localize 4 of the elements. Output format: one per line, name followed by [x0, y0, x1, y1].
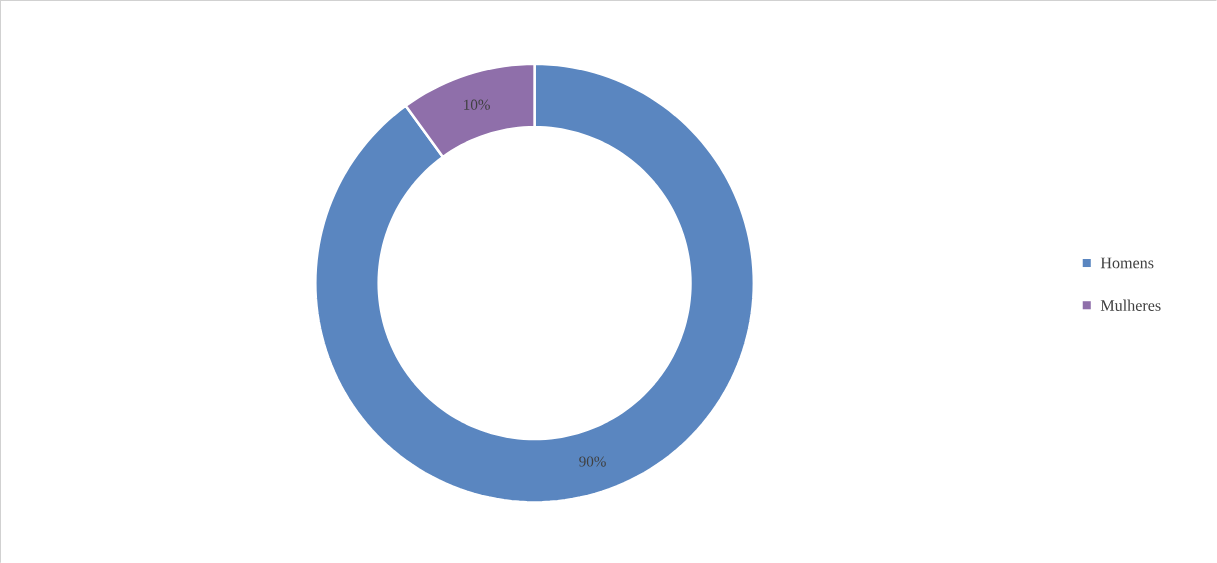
legend-label: Homens — [1100, 257, 1154, 269]
data-label: 90% — [579, 456, 606, 467]
data-label: 10% — [464, 99, 490, 110]
legend-label: Mulheres — [1100, 299, 1161, 311]
